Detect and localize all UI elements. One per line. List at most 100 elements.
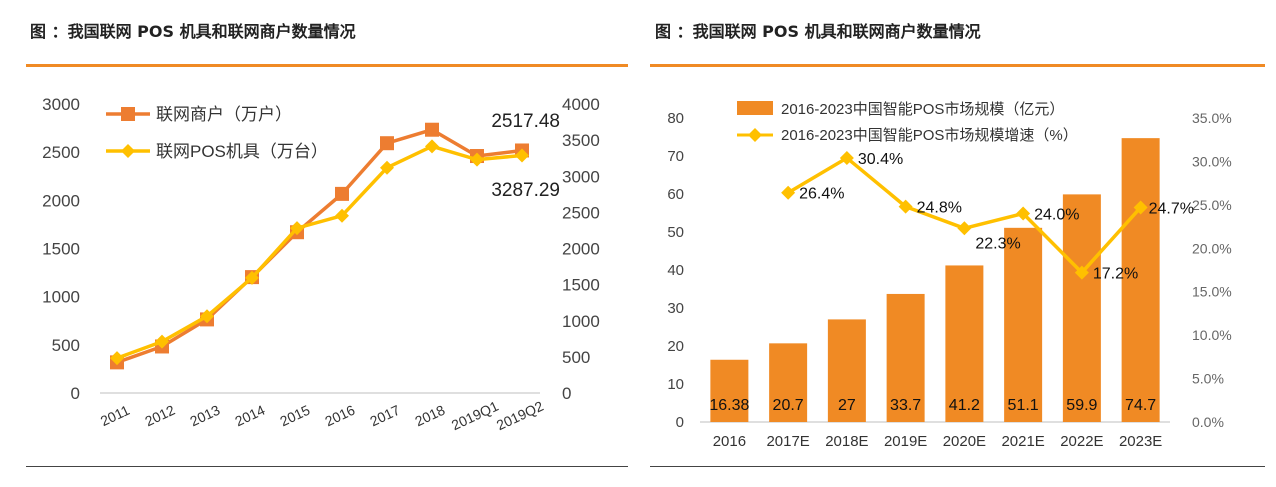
pos-terminals-point: [200, 309, 214, 324]
category-label: 2016: [713, 433, 746, 450]
bar-value-label: 51.1: [1008, 397, 1039, 414]
smart-pos-market-chart: 0 10 20 30 40 50 60 70 80 0.0% 5.0% 10.0% 15.0% 20.0%…: [667, 100, 1232, 450]
left-axis-tick-label: 60: [667, 186, 684, 203]
right-axis-tick-label: 1000: [562, 312, 600, 331]
market-size-bar: [886, 293, 925, 422]
category-label: 2022E: [1060, 433, 1103, 450]
right-axis-tick-label: 2000: [562, 240, 600, 259]
pos-terminals-last-value-label: 3287.29: [491, 180, 560, 201]
left-axis-tick-label: 0: [676, 414, 684, 431]
growth-rate-label: 24.0%: [1034, 207, 1079, 224]
category-label: 2019Q2: [494, 398, 546, 434]
growth-rate-label: 24.8%: [917, 200, 962, 217]
right-panel-title: 图 ：我国联网 POS 机具和联网商户数量情况: [655, 22, 981, 41]
pos-terminals-point: [290, 221, 304, 236]
left-axis-tick-label: 20: [667, 338, 684, 355]
right-axis-tick-label: 5.0%: [1192, 371, 1224, 387]
category-label: 2017E: [766, 433, 809, 450]
pos-terminals-point: [335, 208, 349, 223]
left-title-divider: [26, 64, 628, 67]
growth-rate-point: [898, 199, 913, 214]
right-axis-tick-label: 10.0%: [1192, 327, 1232, 343]
merchants-point: [335, 186, 349, 201]
right-axis-tick-label: 30.0%: [1192, 153, 1232, 169]
legend-label: 2016-2023中国智能POS市场规模增速（%）: [781, 126, 1078, 144]
legend-line-marker: [748, 128, 762, 142]
category-label: 2018E: [825, 433, 868, 450]
pos-terminals-line: [116, 144, 523, 360]
category-label: 2016: [322, 402, 357, 430]
left-axis-tick-label: 2500: [42, 143, 80, 162]
category-label: 2015: [277, 402, 312, 430]
category-label: 2018: [412, 402, 447, 430]
category-label: 2017: [367, 402, 402, 430]
market-size-bar: [1004, 227, 1043, 422]
growth-rate-point: [839, 150, 854, 165]
merchants-point: [425, 122, 439, 137]
category-label: 2019E: [884, 433, 927, 450]
pos-terminals-point: [155, 334, 169, 349]
pos-terminals-point: [245, 270, 259, 285]
pos-terminals-point: [380, 160, 394, 175]
growth-rate-point: [957, 221, 972, 236]
legend-marker: [121, 144, 135, 158]
left-axis-tick-label: 1000: [42, 288, 80, 307]
market-size-bar: [1062, 194, 1101, 422]
right-axis-tick-label: 4000: [562, 95, 600, 114]
growth-rate-point: [1133, 200, 1148, 215]
legend-label: 2016-2023中国智能POS市场规模（亿元）: [781, 100, 1064, 118]
right-bottom-divider: [650, 466, 1265, 467]
left-bottom-divider: [26, 466, 628, 467]
market-size-bar: [769, 343, 808, 422]
bar-value-label: 74.7: [1125, 397, 1156, 414]
market-size-bar: [710, 359, 749, 422]
category-label: 2021E: [1001, 433, 1044, 450]
pos-terminals-point: [425, 139, 439, 154]
category-label: 2023E: [1119, 433, 1162, 450]
bar-value-label: 16.38: [709, 397, 749, 414]
right-axis-tick-label: 0.0%: [1192, 414, 1224, 430]
left-axis-tick-label: 10: [667, 376, 684, 393]
left-axis-tick-label: 0: [71, 384, 80, 403]
legend-marker: [121, 107, 135, 121]
left-axis-tick-label: 30: [667, 300, 684, 317]
legend-label: 联网POS机具（万台）: [156, 142, 328, 161]
right-axis-tick-label: 15.0%: [1192, 284, 1232, 300]
category-label: 2011: [98, 402, 132, 429]
category-label: 2012: [142, 402, 177, 430]
pos-terminals-point: [515, 148, 529, 163]
right-axis-tick-label: 3000: [562, 167, 600, 186]
left-axis-tick-label: 50: [667, 224, 684, 241]
right-title-divider: [650, 64, 1265, 67]
left-axis-tick-label: 2000: [42, 191, 80, 210]
right-axis-tick-label: 2500: [562, 203, 600, 222]
market-size-bar: [1121, 138, 1160, 422]
growth-rate-label: 17.2%: [1093, 266, 1138, 283]
merchants-last-value-label: 2517.48: [491, 111, 560, 132]
bar-value-label: 41.2: [949, 397, 980, 414]
category-label: 2013: [187, 402, 222, 430]
right-axis-tick-label: 3500: [562, 131, 600, 150]
right-axis-tick-label: 500: [562, 348, 590, 367]
growth-rate-label: 30.4%: [858, 151, 903, 168]
right-axis-tick-label: 0: [562, 384, 571, 403]
category-label: 2019Q1: [449, 398, 501, 434]
legend-bar-swatch: [737, 101, 773, 115]
merchants-point: [380, 136, 394, 151]
right-axis-tick-label: 35.0%: [1192, 110, 1232, 126]
left-axis-tick-label: 40: [667, 262, 684, 279]
market-size-bar: [827, 319, 866, 422]
bar-value-label: 59.9: [1066, 397, 1097, 414]
merchants-line: [116, 127, 523, 365]
left-axis-tick-label: 500: [52, 336, 80, 355]
growth-rate-point: [781, 185, 796, 200]
growth-rate-point: [1074, 265, 1089, 280]
growth-rate-label: 22.3%: [975, 235, 1020, 252]
legend-label: 联网商户（万户）: [156, 105, 292, 124]
pos-terminals-point: [470, 152, 484, 167]
growth-rate-point: [1016, 206, 1031, 221]
left-axis-tick-label: 1500: [42, 240, 80, 259]
pos-terminals-point: [110, 351, 124, 366]
left-axis-tick-label: 80: [667, 110, 684, 127]
growth-rate-label: 26.4%: [799, 186, 844, 203]
